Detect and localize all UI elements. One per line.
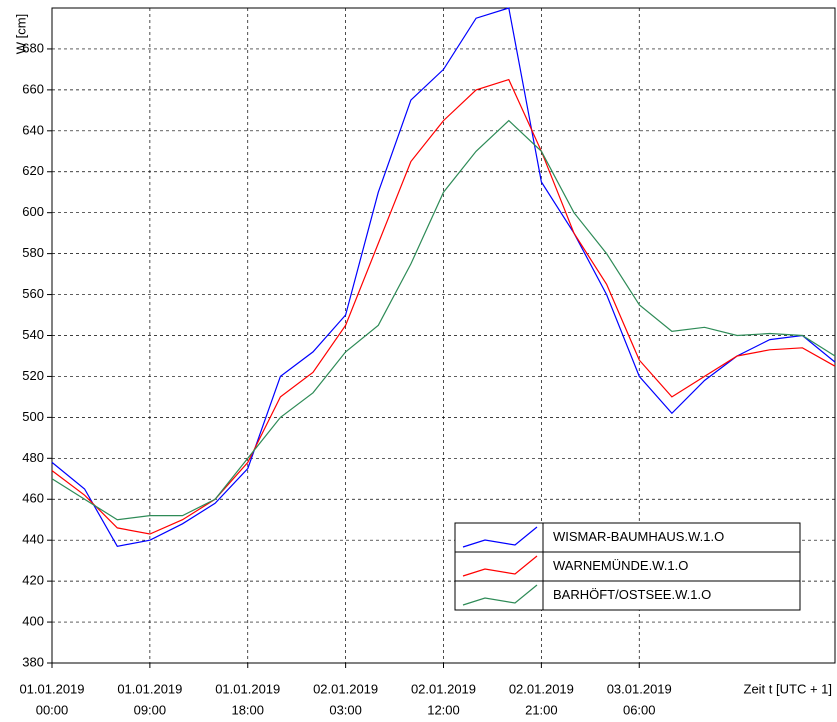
- x-tick-label: 21:00: [525, 702, 558, 717]
- x-tick-label: 01.01.2019: [117, 681, 182, 696]
- x-tick-label: 06:00: [623, 702, 656, 717]
- x-tick-label: 01.01.2019: [19, 681, 84, 696]
- y-tick-label: 540: [22, 327, 44, 342]
- x-tick-label: 01.01.2019: [215, 681, 280, 696]
- y-tick-label: 600: [22, 204, 44, 219]
- legend-swatch: [462, 555, 538, 577]
- x-tick-label: 02.01.2019: [313, 681, 378, 696]
- x-tick-label: 02.01.2019: [411, 681, 476, 696]
- y-tick-label: 620: [22, 163, 44, 178]
- x-tick-label: 18:00: [231, 702, 264, 717]
- x-tick-label: 02.01.2019: [509, 681, 574, 696]
- y-tick-label: 500: [22, 409, 44, 424]
- y-tick-label: 380: [22, 654, 44, 669]
- y-tick-label: 480: [22, 450, 44, 465]
- y-tick-label: 560: [22, 286, 44, 301]
- legend-label: BARHÖFT/OSTSEE.W.1.O: [553, 587, 711, 602]
- y-tick-label: 580: [22, 245, 44, 260]
- legend-swatch: [462, 584, 538, 606]
- legend-box: [454, 522, 801, 611]
- x-tick-label: 00:00: [36, 702, 69, 717]
- legend-label: WISMAR-BAUMHAUS.W.1.O: [553, 529, 724, 544]
- y-tick-label: 440: [22, 532, 44, 547]
- y-tick-label: 680: [22, 40, 44, 55]
- y-tick-label: 660: [22, 81, 44, 96]
- y-tick-label: 460: [22, 491, 44, 506]
- y-tick-label: 520: [22, 368, 44, 383]
- legend-label: WARNEMÜNDE.W.1.O: [553, 558, 688, 573]
- y-axis-label: W [cm]: [13, 14, 28, 54]
- x-tick-label: 03:00: [329, 702, 362, 717]
- legend-swatch: [462, 526, 538, 548]
- y-tick-label: 640: [22, 122, 44, 137]
- series-line: [51, 119, 836, 521]
- series-line: [51, 78, 836, 535]
- x-tick-label: 09:00: [134, 702, 167, 717]
- x-axis-label: Zeit t [UTC + 1]: [744, 681, 833, 696]
- series-line: [51, 7, 836, 547]
- x-tick-label: 03.01.2019: [607, 681, 672, 696]
- y-tick-label: 400: [22, 614, 44, 629]
- plot-frame: [51, 7, 836, 664]
- x-tick-label: 12:00: [427, 702, 460, 717]
- y-tick-label: 420: [22, 573, 44, 588]
